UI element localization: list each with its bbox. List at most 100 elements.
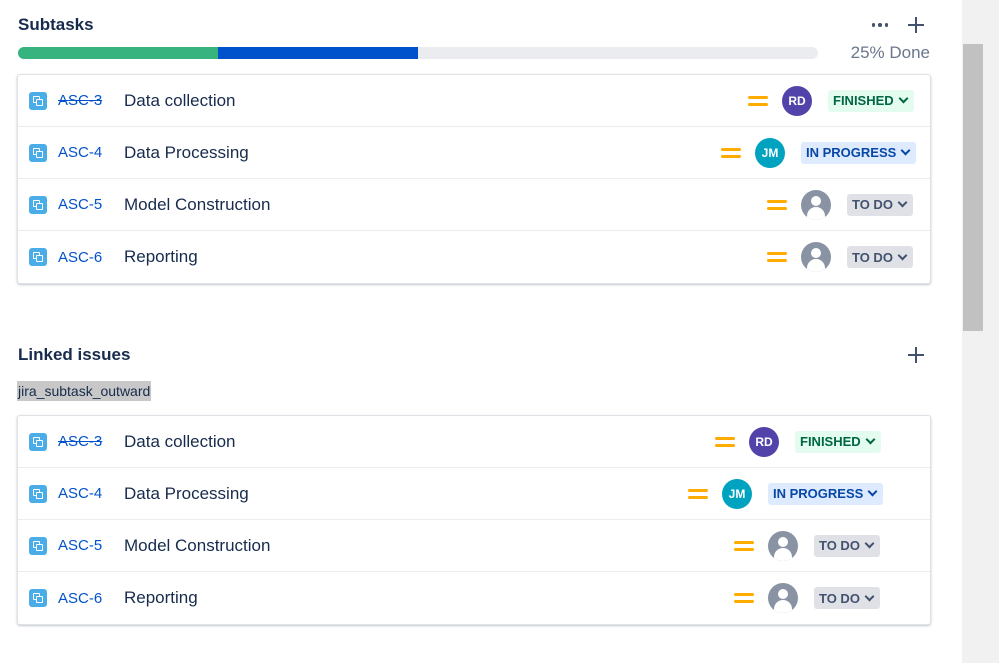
subtask-list: ASC-3 Data collection RD FINISHED ASC-4 Data … [17, 74, 931, 284]
issue-summary-link[interactable]: Data collection [124, 431, 236, 451]
status-label: FINISHED [800, 434, 861, 449]
issue-key-link[interactable]: ASC-5 [58, 537, 103, 554]
priority-medium-icon [715, 435, 735, 449]
default-avatar-icon[interactable] [801, 189, 831, 220]
priority-medium-icon [748, 94, 768, 108]
chevron-down-icon [864, 591, 875, 601]
assignee-avatar[interactable]: JM [722, 478, 752, 509]
default-avatar-icon[interactable] [768, 530, 798, 561]
link-relation-label: jira_subtask_outward [17, 381, 152, 401]
status-dropdown[interactable]: FINISHED [795, 430, 881, 453]
default-avatar-icon[interactable] [801, 242, 831, 272]
priority-medium-icon [734, 591, 754, 605]
progress-in-progress-segment [218, 47, 418, 59]
linked-issues-title: Linked issues [18, 345, 131, 364]
issue-summary-link[interactable]: Data collection [124, 90, 236, 110]
issue-summary-link[interactable]: Reporting [124, 588, 198, 607]
chevron-down-icon [897, 250, 908, 260]
assignee-avatar[interactable]: RD [749, 426, 779, 457]
chevron-down-icon [864, 538, 875, 549]
issue-summary-link[interactable]: Model Construction [124, 535, 271, 555]
chevron-down-icon [867, 486, 878, 497]
subtask-icon [29, 195, 47, 214]
status-dropdown[interactable]: TO DO [847, 193, 913, 216]
issue-row[interactable]: ASC-6 Reporting TO DO [18, 572, 930, 624]
subtask-icon [29, 91, 47, 110]
issue-row[interactable]: ASC-4 Data Processing JM IN PROGRESS [18, 127, 930, 179]
priority-medium-icon [767, 198, 787, 212]
status-dropdown[interactable]: IN PROGRESS [801, 141, 917, 164]
issue-key-link[interactable]: ASC-3 [58, 92, 103, 109]
subtasks-header: Subtasks [18, 11, 930, 39]
priority-medium-icon [688, 487, 708, 501]
subtask-icon [29, 432, 47, 451]
issue-row-meta: JM IN PROGRESS [688, 478, 884, 509]
subtasks-progress: 25% Done [18, 43, 930, 62]
status-dropdown[interactable]: TO DO [814, 587, 880, 609]
status-label: TO DO [819, 590, 860, 606]
add-linked-issue-button[interactable] [902, 341, 930, 369]
chevron-down-icon [900, 145, 911, 156]
priority-medium-icon [767, 250, 787, 264]
issue-row-meta: RD FINISHED [715, 426, 881, 457]
issue-key-link[interactable]: ASC-4 [58, 485, 103, 502]
issue-key-link[interactable]: ASC-5 [58, 196, 103, 213]
default-avatar-icon[interactable] [768, 583, 798, 613]
issue-row-meta: TO DO [767, 242, 913, 272]
issue-summary-link[interactable]: Model Construction [124, 194, 271, 214]
subtask-icon [29, 484, 47, 503]
chevron-down-icon [898, 93, 909, 104]
issue-row[interactable]: ASC-6 Reporting TO DO [18, 231, 930, 283]
linked-issue-list: ASC-3 Data collection RD FINISHED ASC-4 Data … [17, 415, 931, 625]
assignee-avatar[interactable]: RD [782, 85, 812, 116]
status-label: IN PROGRESS [806, 145, 897, 160]
status-label: FINISHED [833, 93, 894, 108]
issue-key-link[interactable]: ASC-3 [58, 433, 103, 450]
assignee-avatar[interactable]: JM [755, 137, 785, 168]
issue-row[interactable]: ASC-5 Model Construction TO DO [18, 520, 930, 572]
scrollbar-thumb[interactable] [963, 44, 983, 331]
more-horizontal-icon[interactable] [866, 11, 894, 39]
subtask-icon [29, 536, 47, 555]
status-label: IN PROGRESS [773, 486, 864, 501]
subtask-icon [29, 143, 47, 162]
issue-row-meta: TO DO [734, 530, 880, 561]
subtask-icon [29, 248, 47, 266]
subtasks-title: Subtasks [18, 15, 94, 34]
progress-text: 25% Done [850, 43, 930, 62]
linked-issues-header: Linked issues [18, 341, 930, 369]
issue-row[interactable]: ASC-3 Data collection RD FINISHED [18, 416, 930, 468]
add-subtask-button[interactable] [902, 11, 930, 39]
subtasks-actions [866, 11, 930, 39]
status-dropdown[interactable]: TO DO [814, 534, 880, 557]
subtask-icon [29, 589, 47, 607]
issue-row[interactable]: ASC-5 Model Construction TO DO [18, 179, 930, 231]
issue-key-link[interactable]: ASC-4 [58, 144, 103, 161]
issue-key-link[interactable]: ASC-6 [58, 248, 103, 266]
plus-icon [908, 17, 924, 33]
status-label: TO DO [852, 197, 893, 212]
issue-row-meta: TO DO [734, 583, 880, 613]
chevron-down-icon [897, 197, 908, 208]
issue-row[interactable]: ASC-3 Data collection RD FINISHED [18, 75, 930, 127]
progress-done-segment [18, 47, 218, 59]
status-dropdown[interactable]: IN PROGRESS [768, 482, 884, 505]
status-label: TO DO [852, 249, 893, 265]
status-dropdown[interactable]: FINISHED [828, 89, 914, 112]
status-dropdown[interactable]: TO DO [847, 246, 913, 268]
issue-summary-link[interactable]: Data Processing [124, 142, 249, 162]
issue-summary-link[interactable]: Data Processing [124, 483, 249, 503]
progress-bar [18, 47, 818, 59]
issue-summary-link[interactable]: Reporting [124, 247, 198, 266]
issue-row-meta: JM IN PROGRESS [721, 137, 917, 168]
issue-row-meta: RD FINISHED [748, 85, 914, 116]
issue-row[interactable]: ASC-4 Data Processing JM IN PROGRESS [18, 468, 930, 520]
issue-row-meta: TO DO [767, 189, 913, 220]
plus-icon [908, 347, 924, 363]
linked-issues-actions [902, 341, 930, 369]
priority-medium-icon [721, 146, 741, 160]
priority-medium-icon [734, 539, 754, 553]
status-label: TO DO [819, 538, 860, 553]
issue-key-link[interactable]: ASC-6 [58, 589, 103, 607]
chevron-down-icon [865, 434, 876, 445]
